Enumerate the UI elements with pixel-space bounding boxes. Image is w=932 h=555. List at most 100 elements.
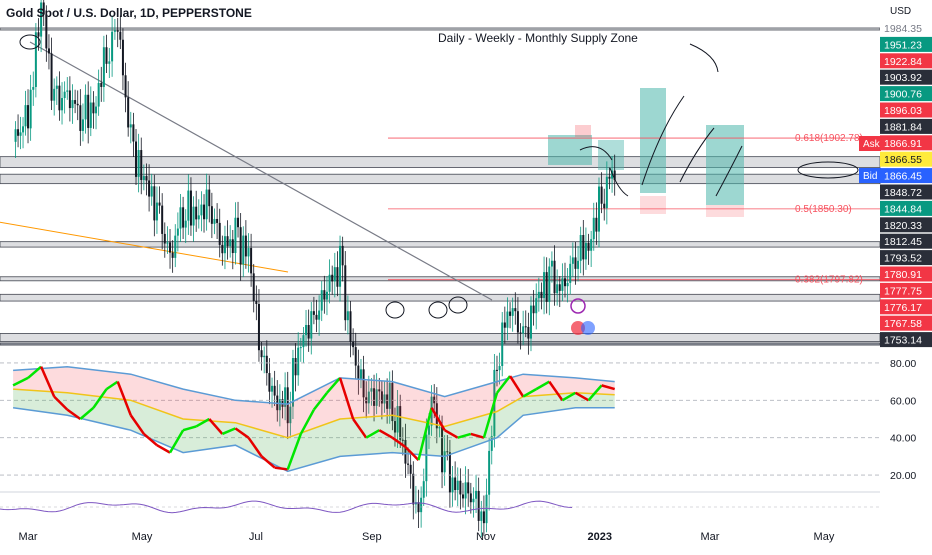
top-circle — [19, 34, 41, 50]
candle-body — [286, 387, 289, 424]
candle-body — [592, 217, 595, 240]
low-circle — [428, 301, 448, 319]
candle-body — [174, 235, 177, 258]
osc-rsi-segment — [378, 429, 393, 439]
candle-body — [145, 176, 148, 181]
candle-body — [169, 242, 172, 253]
candle-body — [490, 436, 493, 451]
zone-box — [0, 27, 881, 31]
candle-body — [197, 215, 200, 220]
price-label-bg — [880, 250, 932, 266]
candle-body — [17, 129, 20, 136]
time-tick-label: Mar — [19, 531, 38, 543]
candle-body — [223, 236, 226, 254]
time-tick-label: May — [814, 531, 835, 543]
candle-body — [305, 324, 308, 336]
candle-body — [179, 207, 182, 229]
candle-body — [498, 366, 501, 371]
candle-body — [438, 427, 441, 429]
candle-body — [331, 274, 334, 282]
candle-body — [509, 311, 512, 316]
candle-body — [252, 273, 255, 301]
candle-body — [140, 150, 143, 180]
candle-body — [37, 32, 40, 37]
osc-band-lower-fill — [13, 389, 615, 472]
osc-rsi-segment — [79, 406, 95, 420]
osc-rsi-segment — [417, 407, 433, 461]
candle-body — [451, 477, 454, 493]
candle-body — [532, 305, 535, 314]
ask-tag: Ask — [863, 139, 881, 150]
candle-body — [89, 102, 92, 128]
candle-body — [142, 176, 145, 180]
price-label-bg — [880, 36, 932, 52]
price-label: 1866.55 — [884, 154, 922, 166]
candle-body — [488, 450, 491, 495]
candle-body — [121, 39, 124, 76]
osc-rsi-segment — [105, 380, 119, 391]
fib-circle — [797, 161, 859, 179]
candle-body — [273, 385, 276, 396]
price-label-bg — [880, 102, 932, 118]
candle-body — [129, 124, 132, 128]
candle-body — [605, 176, 608, 209]
price-label: 1844.84 — [884, 203, 922, 215]
zone-box — [0, 173, 881, 185]
candle-body — [537, 291, 540, 299]
candle-body — [519, 332, 522, 334]
candle-body — [378, 389, 381, 392]
candle-body — [362, 369, 365, 398]
candle-body — [71, 100, 74, 109]
candle-body — [247, 248, 250, 257]
candle-body — [370, 388, 373, 392]
osc-rsi-segment — [574, 391, 590, 402]
candle-body — [132, 124, 135, 142]
price-label-bg — [880, 20, 932, 36]
candle-body — [561, 278, 564, 291]
candle-body — [150, 186, 153, 197]
candle-body — [221, 244, 224, 254]
candle-body — [250, 248, 253, 274]
price-label: 1900.76 — [884, 89, 922, 101]
candle-body — [375, 389, 378, 406]
candle-body — [226, 236, 229, 247]
candle-body — [577, 260, 580, 269]
price-label: 1820.33 — [884, 220, 922, 232]
candle-body — [420, 497, 423, 513]
candle-body — [456, 480, 459, 491]
candle-body — [318, 310, 321, 320]
candle-body — [401, 439, 404, 441]
osc-band-upper-fill — [13, 366, 615, 438]
candle-body — [545, 272, 548, 302]
candle-body — [255, 300, 258, 304]
currency-label: USD — [890, 6, 912, 17]
candle-body — [237, 217, 240, 228]
supply-zone-label: Daily - Weekly - Monthly Supply Zone — [438, 31, 638, 45]
flag-event-icon-2 — [581, 321, 595, 335]
osc-rsi-segment — [495, 375, 512, 394]
candle-body — [153, 186, 156, 221]
price-label-bg — [880, 86, 932, 102]
time-tick-label: Mar — [701, 531, 720, 543]
price-label-bg — [880, 168, 932, 184]
candle-body — [113, 30, 116, 32]
osc-rsi-segment — [470, 432, 485, 439]
candle-body — [195, 206, 198, 220]
fib-label: 0.5(1850.30) — [795, 204, 852, 215]
candle-body — [459, 480, 462, 495]
ask-tag-bg — [859, 136, 881, 151]
candle-body — [63, 91, 66, 99]
price-label-bg — [880, 315, 932, 331]
candle-body — [540, 291, 543, 299]
candle-body — [53, 88, 56, 101]
candle-body — [315, 314, 318, 320]
candle-body — [119, 31, 122, 40]
price-label: 1812.45 — [884, 236, 922, 248]
candle-body — [158, 202, 161, 206]
candle-body — [354, 347, 357, 366]
candle-body — [346, 311, 349, 321]
price-label-bg — [880, 233, 932, 249]
candle-body — [587, 242, 590, 251]
time-tick-label: 2023 — [588, 531, 612, 543]
candle-body — [45, 14, 48, 49]
